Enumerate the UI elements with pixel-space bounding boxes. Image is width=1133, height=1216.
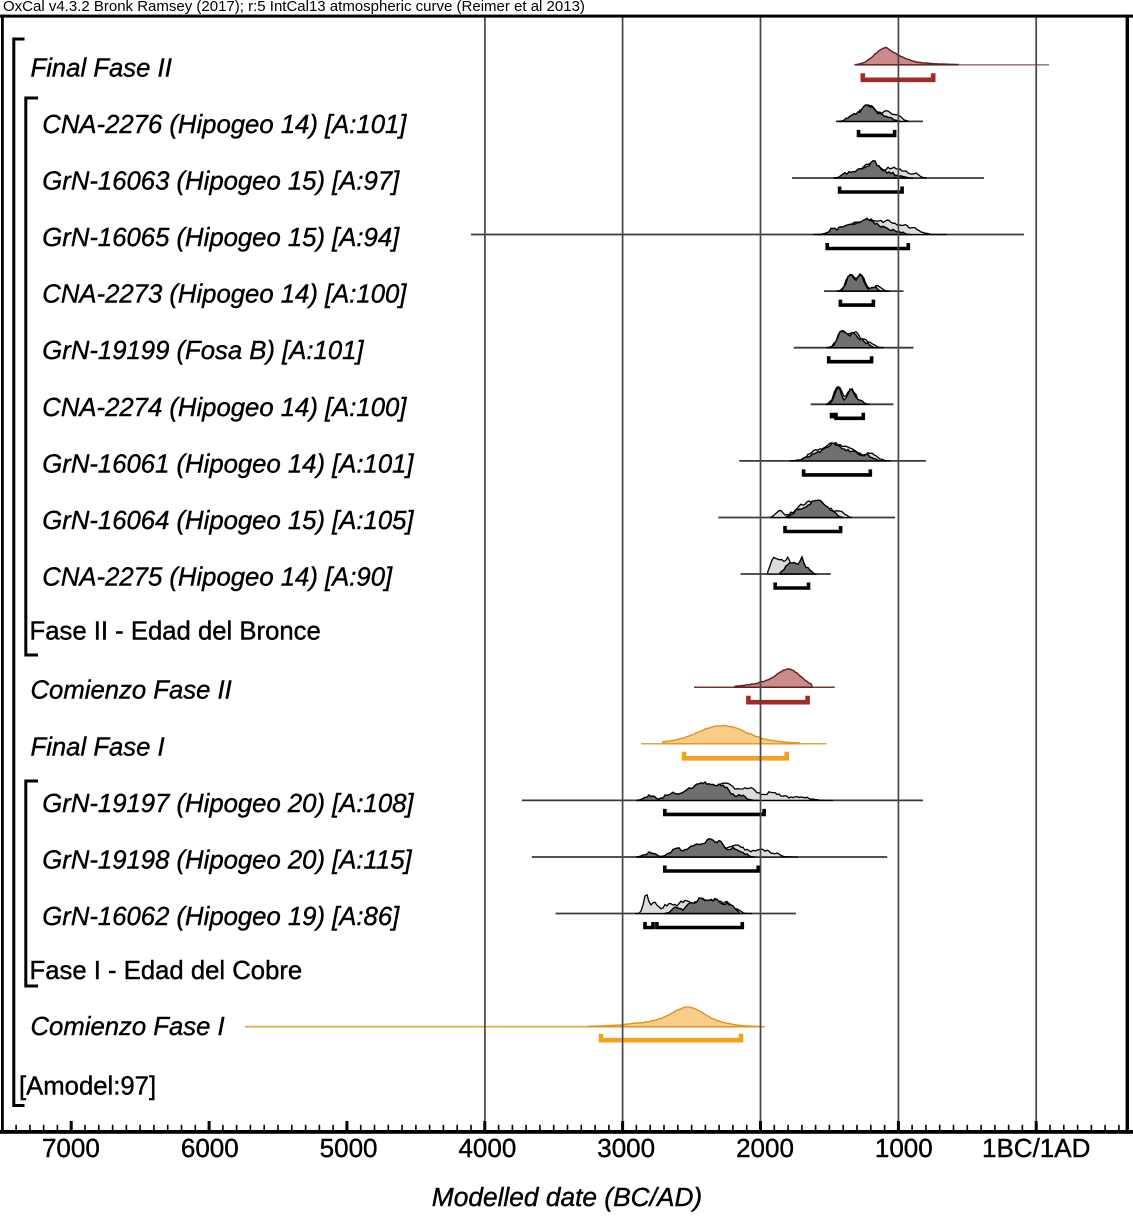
svg-text:Fase II - Edad del Bronce: Fase II - Edad del Bronce — [30, 618, 321, 646]
svg-text:6000: 6000 — [181, 1133, 239, 1163]
svg-text:OxCal v4.3.2 Bronk Ramsey (201: OxCal v4.3.2 Bronk Ramsey (2017); r:5 In… — [3, 0, 585, 15]
svg-text:7000: 7000 — [42, 1133, 100, 1163]
svg-text:Comienzo Fase I: Comienzo Fase I — [31, 1013, 225, 1041]
svg-text:Comienzo Fase II: Comienzo Fase II — [31, 677, 232, 705]
svg-text:1BC/1AD: 1BC/1AD — [982, 1133, 1090, 1163]
svg-text:CNA-2276 (Hipogeo 14) [A:101]: CNA-2276 (Hipogeo 14) [A:101] — [42, 111, 407, 139]
svg-text:Final Fase I: Final Fase I — [31, 733, 165, 761]
svg-text:GrN-19199 (Fosa B) [A:101]: GrN-19199 (Fosa B) [A:101] — [42, 337, 364, 365]
svg-text:5000: 5000 — [320, 1133, 378, 1163]
svg-text:GrN-16063 (Hipogeo 15) [A:97]: GrN-16063 (Hipogeo 15) [A:97] — [42, 168, 400, 196]
svg-text:GrN-19197 (Hipogeo 20) [A:108]: GrN-19197 (Hipogeo 20) [A:108] — [42, 790, 414, 818]
svg-text:GrN-19198 (Hipogeo 20) [A:115]: GrN-19198 (Hipogeo 20) [A:115] — [42, 847, 412, 875]
svg-text:CNA-2273 (Hipogeo 14) [A:100]: CNA-2273 (Hipogeo 14) [A:100] — [42, 281, 407, 309]
svg-text:Fase I - Edad del Cobre: Fase I - Edad del Cobre — [30, 957, 303, 985]
svg-text:1000: 1000 — [875, 1133, 933, 1163]
svg-text:Modelled date (BC/AD): Modelled date (BC/AD) — [432, 1182, 702, 1212]
svg-text:4000: 4000 — [458, 1133, 516, 1163]
svg-text:[Amodel:97]: [Amodel:97] — [19, 1073, 156, 1101]
svg-text:3000: 3000 — [597, 1133, 655, 1163]
svg-text:GrN-16065 (Hipogeo 15) [A:94]: GrN-16065 (Hipogeo 15) [A:94] — [42, 224, 400, 252]
svg-text:GrN-16061 (Hipogeo 14) [A:101]: GrN-16061 (Hipogeo 14) [A:101] — [42, 450, 414, 478]
svg-text:CNA-2275 (Hipogeo 14) [A:90]: CNA-2275 (Hipogeo 14) [A:90] — [42, 564, 393, 592]
svg-text:GrN-16064 (Hipogeo 15) [A:105]: GrN-16064 (Hipogeo 15) [A:105] — [42, 507, 414, 535]
svg-text:GrN-16062 (Hipogeo 19) [A:86]: GrN-16062 (Hipogeo 19) [A:86] — [42, 903, 400, 931]
svg-text:2000: 2000 — [736, 1133, 794, 1163]
svg-text:CNA-2274 (Hipogeo 14) [A:100]: CNA-2274 (Hipogeo 14) [A:100] — [42, 394, 407, 422]
svg-text:Final Fase II: Final Fase II — [31, 54, 172, 82]
